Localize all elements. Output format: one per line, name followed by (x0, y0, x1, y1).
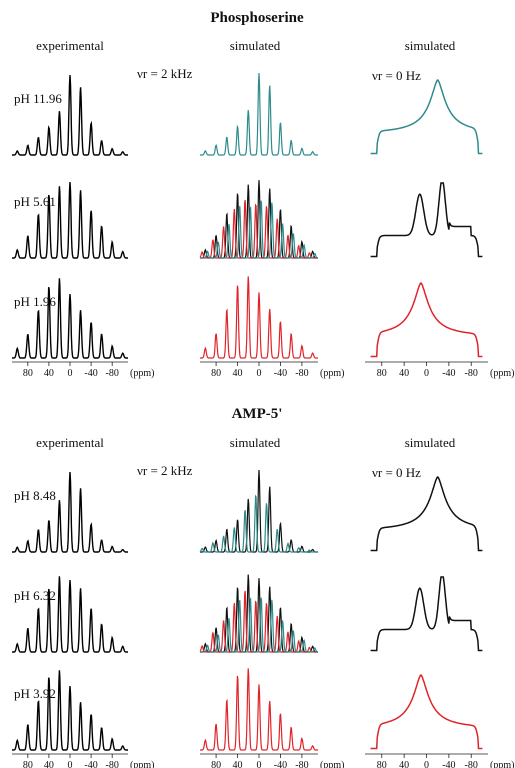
static-spectrum (370, 475, 483, 552)
x-tick-label: -80 (295, 760, 308, 768)
x-tick-label: 40 (399, 760, 409, 768)
x-tick-label: -40 (84, 368, 97, 379)
column-header: simulated (405, 435, 456, 450)
x-tick-label: -40 (274, 368, 287, 379)
x-tick-label: 0 (424, 760, 429, 768)
x-tick-label: 40 (44, 368, 54, 379)
x-tick-label: 40 (44, 760, 54, 768)
x-tick-label: 80 (23, 368, 33, 379)
spin-rate-label: νr = 2 kHz (137, 463, 193, 478)
x-tick-label: -80 (465, 368, 478, 379)
x-tick-label: -80 (106, 760, 119, 768)
simulated-spectrum (200, 200, 319, 259)
static-spectrum (370, 673, 483, 750)
x-tick-label: -40 (84, 760, 97, 768)
x-tick-label: -80 (295, 368, 308, 379)
static-spectrum (370, 281, 483, 358)
ph-label: pH 11.96 (14, 91, 62, 106)
x-tick-label: 80 (211, 760, 221, 768)
experimental-spectrum (12, 181, 128, 259)
experimental-spectrum (12, 278, 128, 359)
x-tick-label: 40 (233, 368, 243, 379)
x-tick-label: 80 (377, 368, 387, 379)
x-tick-label: 40 (399, 368, 409, 379)
simulated-spectrum (200, 668, 318, 751)
simulated-spectrum (199, 494, 318, 553)
experimental-spectrum (12, 670, 128, 751)
x-axis-unit: (ppm) (320, 368, 344, 379)
panel-title: AMP-5' (232, 406, 283, 422)
simulated-spectrum (200, 596, 318, 653)
ph-label: pH 5.61 (14, 194, 56, 209)
experimental-spectrum (12, 471, 128, 553)
spin-rate-label: νr = 0 Hz (372, 465, 421, 480)
spin-rate-label: νr = 2 kHz (137, 66, 193, 81)
spin-rate-label: νr = 0 Hz (372, 68, 421, 83)
static-spectrum (370, 78, 483, 155)
simulated-spectrum (199, 590, 318, 653)
x-tick-label: 80 (23, 760, 33, 768)
ph-label: pH 3.92 (14, 686, 56, 701)
x-tick-label: 0 (257, 368, 262, 379)
x-axis-unit: (ppm) (490, 368, 514, 379)
column-header: simulated (230, 435, 281, 450)
ph-label: pH 8.48 (14, 488, 56, 503)
x-tick-label: 0 (68, 760, 73, 768)
experimental-spectrum (12, 74, 128, 156)
x-tick-label: -40 (442, 760, 455, 768)
experimental-spectrum (12, 576, 128, 653)
x-tick-label: 0 (424, 368, 429, 379)
ph-label: pH 6.32 (14, 588, 56, 603)
panel-title: Phosphoserine (210, 10, 304, 26)
x-tick-label: -80 (465, 760, 478, 768)
x-tick-label: -40 (274, 760, 287, 768)
x-tick-label: 0 (257, 760, 262, 768)
simulated-spectrum (199, 199, 318, 259)
x-axis-unit: (ppm) (130, 760, 154, 768)
simulated-spectrum (200, 469, 318, 553)
x-tick-label: 80 (377, 760, 387, 768)
column-header: experimental (36, 435, 104, 450)
ph-label: pH 1.96 (14, 294, 56, 309)
static-spectrum (370, 576, 483, 652)
x-axis-unit: (ppm) (320, 760, 344, 768)
x-tick-label: 40 (233, 760, 243, 768)
column-header: experimental (36, 38, 104, 53)
x-tick-label: 0 (68, 368, 73, 379)
column-header: simulated (405, 38, 456, 53)
x-axis-unit: (ppm) (130, 368, 154, 379)
x-tick-label: -80 (106, 368, 119, 379)
simulated-spectrum (200, 276, 318, 359)
x-tick-label: 80 (211, 368, 221, 379)
column-header: simulated (230, 38, 281, 53)
simulated-spectrum (200, 72, 318, 156)
static-spectrum (370, 182, 483, 258)
x-tick-label: -40 (442, 368, 455, 379)
x-axis-unit: (ppm) (490, 760, 514, 768)
